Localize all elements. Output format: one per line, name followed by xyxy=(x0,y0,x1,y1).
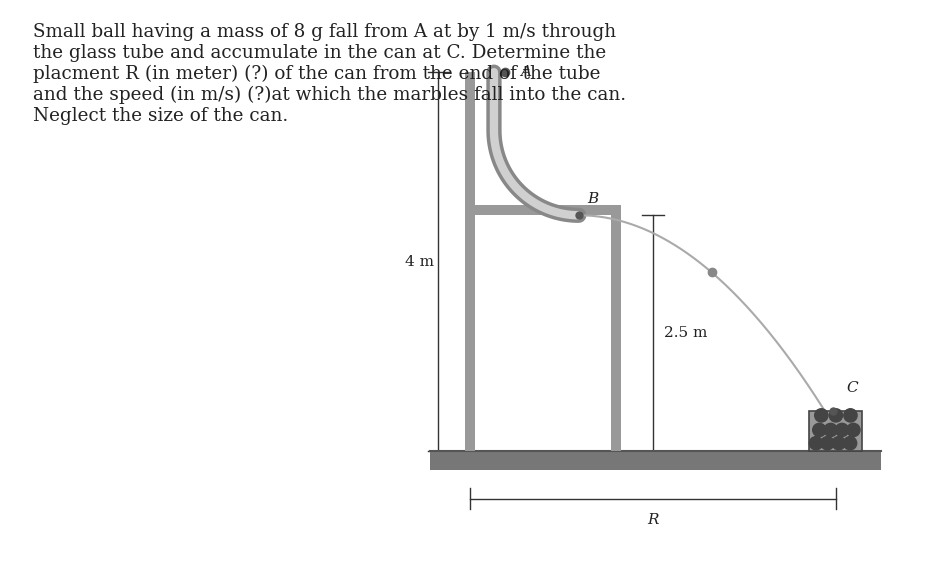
Circle shape xyxy=(809,437,823,450)
Bar xyxy=(465,204,621,215)
Bar xyxy=(431,451,881,470)
Circle shape xyxy=(821,437,834,450)
Text: 4 m: 4 m xyxy=(405,255,434,268)
Text: B: B xyxy=(587,192,598,206)
Text: Small ball having a mass of 8 g fall from A at by 1 m/s through
the glass tube a: Small ball having a mass of 8 g fall fro… xyxy=(33,23,626,124)
Bar xyxy=(465,72,475,451)
Circle shape xyxy=(847,423,860,437)
Circle shape xyxy=(830,409,843,422)
Circle shape xyxy=(824,423,837,437)
Circle shape xyxy=(844,437,857,450)
Text: A: A xyxy=(521,65,531,79)
Text: R: R xyxy=(647,513,658,527)
Text: C: C xyxy=(846,380,858,395)
Circle shape xyxy=(813,423,826,437)
Circle shape xyxy=(832,437,845,450)
Text: 2.5 m: 2.5 m xyxy=(664,326,707,340)
Circle shape xyxy=(815,409,828,422)
Bar xyxy=(809,411,862,451)
Bar xyxy=(611,215,621,451)
Circle shape xyxy=(844,409,857,422)
Circle shape xyxy=(835,423,849,437)
